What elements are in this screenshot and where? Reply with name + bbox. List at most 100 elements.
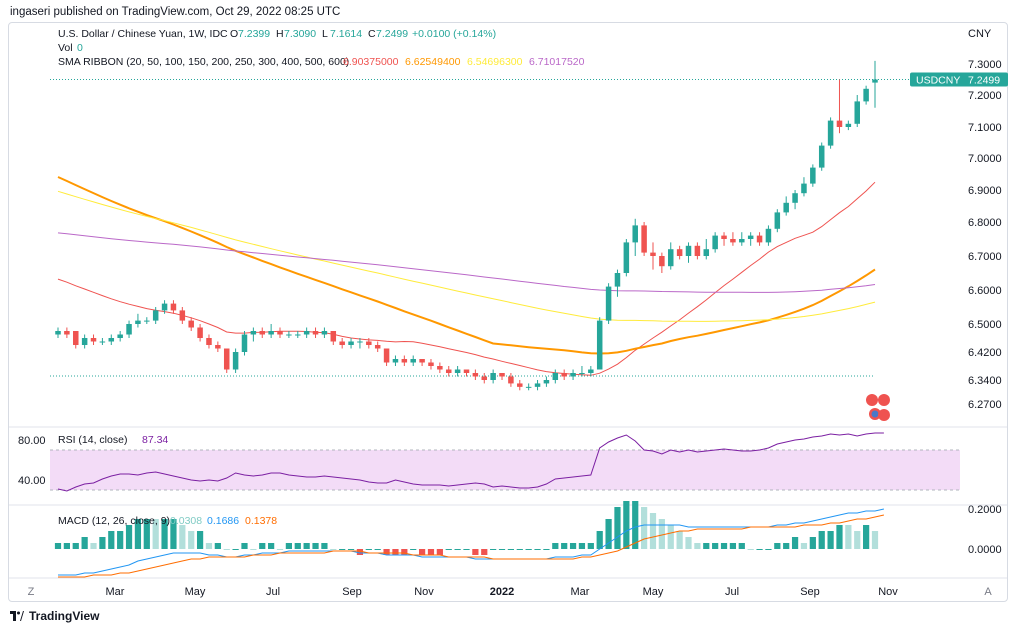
legend-sma-label: SMA RIBBON (20, 50, 100, 150, 200, 250, … <box>58 56 349 68</box>
candle-body <box>818 145 825 168</box>
price-tick-label: 7.2000 <box>968 90 1002 102</box>
candle-body <box>845 123 852 127</box>
macd-histogram-bar <box>569 543 577 549</box>
candle-body <box>747 235 754 239</box>
candle-body <box>801 183 807 194</box>
candle-body <box>73 331 79 345</box>
candle-body <box>454 369 461 373</box>
footer-brand[interactable]: TradingView <box>10 609 99 623</box>
candle-body <box>188 320 194 328</box>
candle-body <box>126 324 132 335</box>
candle-body <box>108 338 115 342</box>
candle-body <box>179 310 186 321</box>
legend-ohlc-value: 7.2499 <box>376 28 408 40</box>
macd-histogram-bar <box>836 525 843 549</box>
macd-histogram-bar <box>196 531 204 549</box>
candle-body <box>721 235 727 239</box>
candle-body <box>676 249 683 256</box>
macd-histogram-bar <box>117 531 124 549</box>
macd-histogram-bar <box>436 549 443 555</box>
macd-histogram-bar <box>809 537 816 549</box>
candle-body <box>517 383 523 387</box>
macd-legend-value: 0.1378 <box>245 515 277 527</box>
price-tick-label: 6.4200 <box>968 347 1002 359</box>
legend-ohlc-value: 7.3090 <box>284 28 316 40</box>
candle-body <box>437 366 443 370</box>
candle-body <box>277 331 283 335</box>
macd-histogram-bar <box>99 537 106 549</box>
candle-body <box>783 202 789 213</box>
legend-sma-value: 6.54696300 <box>467 56 523 68</box>
macd-histogram-bar <box>392 549 399 555</box>
macd-histogram-bar <box>54 543 62 549</box>
price-currency-label: CNY <box>968 28 992 40</box>
macd-histogram-bar <box>756 549 763 550</box>
macd-histogram-bar <box>134 519 142 549</box>
last-price-value: 7.2499 <box>968 75 1000 87</box>
time-tick-label: 2022 <box>490 586 514 598</box>
macd-histogram-bar <box>543 549 550 550</box>
candle-body <box>810 167 816 184</box>
legend-sma-value: 6.71017520 <box>529 56 585 68</box>
macd-legend-value: 0.0308 <box>170 515 202 527</box>
macd-histogram-bar <box>63 543 70 549</box>
macd-histogram-bar <box>525 549 532 550</box>
macd-histogram-bar <box>827 531 834 549</box>
macd-histogram-bar <box>641 507 648 549</box>
candle-body <box>250 331 257 335</box>
legend-title: U.S. Dollar / Chinese Yuan, 1W, IDC <box>58 28 228 40</box>
candle-body <box>303 331 310 335</box>
macd-histogram-bar <box>268 543 275 549</box>
time-tick-label: Jul <box>266 586 280 598</box>
macd-signal-line <box>58 514 885 578</box>
candle-body <box>641 225 647 253</box>
macd-histogram-bar <box>285 543 292 549</box>
price-tick-label: 6.7000 <box>968 251 1002 263</box>
legend-vol-value: 0 <box>77 42 83 54</box>
candle-body <box>55 331 61 335</box>
macd-histogram-bar <box>720 543 728 549</box>
event-flag-icon[interactable] <box>866 394 878 406</box>
macd-histogram-bar <box>605 519 612 549</box>
candle-body <box>579 373 585 374</box>
macd-histogram-bar <box>276 549 284 550</box>
macd-histogram-bar <box>312 543 319 549</box>
time-tick-label: Sep <box>800 586 820 598</box>
candle-body <box>259 331 266 335</box>
macd-histogram-bar <box>356 549 364 555</box>
macd-histogram-bar <box>694 543 701 549</box>
candle-body <box>472 373 479 377</box>
event-flag-icon[interactable] <box>878 409 890 421</box>
legend-ohlc-key: H <box>276 28 284 40</box>
macd-histogram-bar <box>676 531 683 549</box>
macd-histogram-bar <box>250 549 257 550</box>
price-tick-label: 6.9000 <box>968 185 1002 197</box>
macd-histogram-bar <box>223 549 230 550</box>
legend-sma-value: 6.90375000 <box>343 56 399 68</box>
event-flag-icon[interactable] <box>878 394 890 406</box>
macd-histogram-bar <box>152 519 159 549</box>
macd-histogram-bar <box>658 519 665 549</box>
macd-histogram-bar <box>374 549 381 550</box>
macd-histogram-bar <box>241 543 248 549</box>
candle-body <box>543 380 550 384</box>
macd-histogram-bar <box>365 549 372 550</box>
macd-histogram-bar <box>214 543 221 549</box>
candle-body <box>712 235 718 250</box>
price-tick-label: 6.2700 <box>968 399 1002 411</box>
candle-body <box>286 334 292 336</box>
candle-body <box>392 359 399 363</box>
macd-histogram-bar <box>125 525 133 549</box>
macd-histogram-bar <box>454 549 461 550</box>
candle-body <box>357 341 363 343</box>
candle-body <box>525 386 532 388</box>
candle-body <box>570 373 576 377</box>
candle-body <box>659 256 665 267</box>
macd-histogram-bar <box>294 543 301 549</box>
candle-body <box>445 369 452 373</box>
candle-body <box>374 345 381 349</box>
candle-body <box>339 341 345 345</box>
price-tick-label: 7.0000 <box>968 153 1002 165</box>
candle-body <box>765 228 772 243</box>
